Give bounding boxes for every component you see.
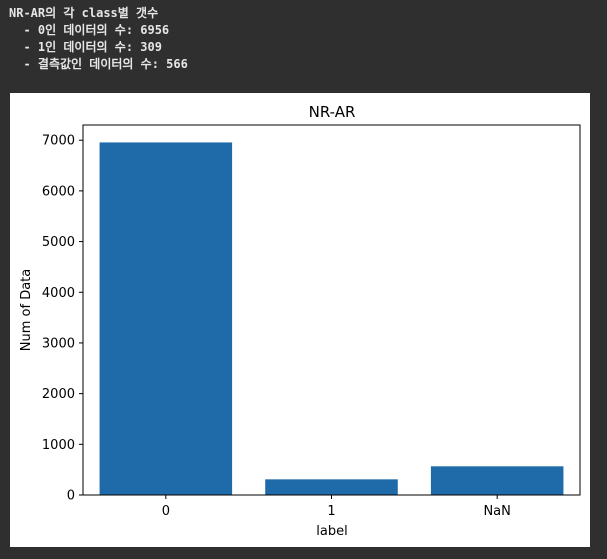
bar-chart: NR-AR Num of Data label 0 1 NaN 0 1000 2000 30… [19,103,581,539]
y-axis-label: Num of Data [19,269,34,351]
x-tick-label-1: 1 [327,504,335,519]
plot-frame [82,124,581,496]
bar-nan [430,466,564,495]
x-tick-label-0: 0 [162,504,170,519]
x-tick-label-nan: NaN [483,504,510,519]
console-line-title: NR-AR의 각 class별 갯수 [9,6,159,20]
y-tick-label-5000: 5000 [42,235,75,250]
console-output: NR-AR의 각 class별 갯수 - 0인 데이터의 수: 6956 - 1… [0,0,607,90]
console-line-count-0: - 0인 데이터의 수: 6956 [9,23,170,37]
y-tick-label-3000: 3000 [42,336,75,351]
chart-figure: NR-AR Num of Data label 0 1 NaN 0 1000 2000 30… [10,93,590,547]
console-line-count-1: - 1인 데이터의 수: 309 [9,40,162,54]
chart-title: NR-AR [309,103,356,121]
x-axis-label: label [316,524,347,539]
bar-0 [99,142,233,495]
console-line-count-nan: - 결측값인 데이터의 수: 566 [9,57,188,71]
y-tick-label-6000: 6000 [42,184,75,199]
y-tick-label-4000: 4000 [42,286,75,301]
y-tick-label-0: 0 [67,489,75,504]
y-tick-label-2000: 2000 [42,387,75,402]
y-tick-label-7000: 7000 [42,134,75,149]
bar-1 [265,479,398,495]
y-tick-label-1000: 1000 [42,438,75,453]
